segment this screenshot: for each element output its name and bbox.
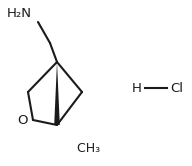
Polygon shape [54, 62, 60, 125]
Text: H: H [132, 82, 142, 94]
Text: Cl: Cl [170, 82, 183, 94]
Text: O: O [18, 115, 28, 127]
Text: CH₃: CH₃ [65, 142, 100, 155]
Text: H₂N: H₂N [7, 6, 32, 19]
